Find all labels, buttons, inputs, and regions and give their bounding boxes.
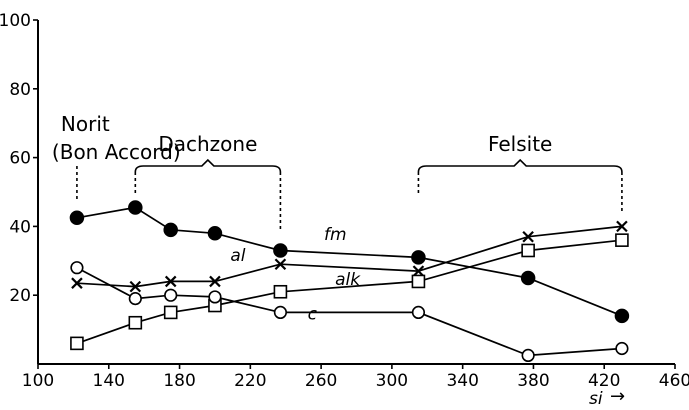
point-alk-5 bbox=[411, 274, 426, 289]
point-al-0-b bbox=[71, 277, 83, 289]
point-al-7-b bbox=[616, 220, 628, 233]
point-al-5-b bbox=[412, 265, 425, 277]
x-tick-label-100: 100 bbox=[22, 371, 54, 391]
annotation-dachzone-label: Dachzone bbox=[158, 132, 257, 156]
point-c-3 bbox=[208, 290, 222, 304]
x-tick-label-460: 460 bbox=[659, 371, 689, 391]
point-c-7 bbox=[615, 341, 629, 356]
x-axis-label: si bbox=[589, 389, 603, 409]
y-tick-label-60: 60 bbox=[9, 149, 31, 169]
point-al-5 bbox=[412, 265, 425, 277]
point-al-6 bbox=[522, 230, 534, 243]
point-al-2 bbox=[164, 275, 177, 288]
series-line-alk bbox=[76, 239, 622, 345]
x-tick-label-220: 220 bbox=[234, 371, 266, 391]
x-ticks: 100 140 180 220 260 300 340 380 420 460 bbox=[22, 364, 689, 391]
point-fm-2 bbox=[163, 222, 178, 238]
point-c-1 bbox=[128, 292, 142, 306]
x-axis-arrow: → bbox=[610, 386, 625, 407]
series-line-al bbox=[76, 225, 622, 288]
point-al-3-b bbox=[209, 275, 221, 288]
y-ticks: 20 40 60 80 100 bbox=[0, 11, 38, 306]
x-tick-label-380: 380 bbox=[517, 371, 549, 391]
series-label-fm: fm bbox=[324, 225, 347, 245]
point-alk-6 bbox=[521, 243, 535, 258]
y-tick-label-80: 80 bbox=[9, 80, 31, 100]
point-al-4 bbox=[274, 258, 287, 271]
annotation-dachzone-brace bbox=[134, 158, 282, 173]
point-alk-2 bbox=[163, 305, 178, 320]
y-tick-label-40: 40 bbox=[9, 217, 31, 237]
point-al-0 bbox=[71, 277, 83, 289]
y-tick-label-100: 100 bbox=[0, 11, 31, 31]
point-fm-4 bbox=[273, 243, 288, 258]
x-tick-label-140: 140 bbox=[93, 371, 125, 391]
point-c-6 bbox=[521, 348, 535, 363]
series-line-fm bbox=[76, 206, 623, 317]
point-alk-7 bbox=[615, 233, 629, 247]
point-al-7 bbox=[616, 220, 628, 233]
point-al-1-b bbox=[129, 280, 142, 293]
point-al-2-b bbox=[164, 275, 177, 288]
point-alk-1 bbox=[128, 315, 143, 330]
point-c-0 bbox=[70, 261, 84, 275]
series-label-c: c bbox=[308, 304, 318, 324]
point-fm-3 bbox=[207, 226, 223, 241]
point-alk-4 bbox=[273, 284, 288, 299]
point-c-5 bbox=[411, 305, 426, 320]
annotation-felsite-label: Felsite bbox=[488, 132, 552, 156]
annotation-felsite-brace bbox=[417, 158, 623, 173]
series bbox=[69, 200, 630, 363]
x-tick-label-340: 340 bbox=[446, 371, 478, 391]
x-tick-label-260: 260 bbox=[305, 371, 337, 391]
point-fm-7 bbox=[614, 308, 630, 324]
point-al-1 bbox=[129, 280, 142, 293]
point-fm-5 bbox=[411, 250, 426, 265]
point-fm-1 bbox=[128, 200, 143, 215]
annotations: Norit (Bon Accord)Dachzone Felsite bbox=[52, 112, 623, 232]
annotation-norit-line2: (Bon Accord) bbox=[52, 140, 181, 164]
point-alk-0 bbox=[70, 336, 84, 351]
series-c bbox=[70, 261, 629, 363]
annotation-norit: Norit (Bon Accord) bbox=[52, 112, 181, 200]
point-c-4 bbox=[273, 305, 288, 320]
point-al-6-b bbox=[522, 230, 534, 243]
point-al-4-b bbox=[274, 258, 287, 271]
x-tick-label-180: 180 bbox=[163, 371, 195, 391]
point-fm-6 bbox=[520, 270, 536, 286]
point-fm-0 bbox=[69, 210, 85, 226]
series-label-al: al bbox=[230, 246, 245, 266]
series-al bbox=[71, 220, 628, 293]
series-fm bbox=[69, 200, 630, 324]
series-alk bbox=[70, 233, 629, 351]
point-al-3 bbox=[209, 275, 221, 288]
annotation-dachzone: Dachzone bbox=[134, 132, 282, 232]
annotation-norit-line1: Norit bbox=[61, 112, 110, 136]
y-tick-label-20: 20 bbox=[9, 286, 31, 306]
axes bbox=[37, 20, 675, 365]
annotation-felsite: Felsite bbox=[417, 132, 623, 212]
x-tick-label-300: 300 bbox=[376, 371, 408, 391]
point-c-2 bbox=[164, 288, 178, 302]
x-tick-label-420: 420 bbox=[588, 371, 620, 391]
series-label-alk: alk bbox=[335, 270, 361, 290]
